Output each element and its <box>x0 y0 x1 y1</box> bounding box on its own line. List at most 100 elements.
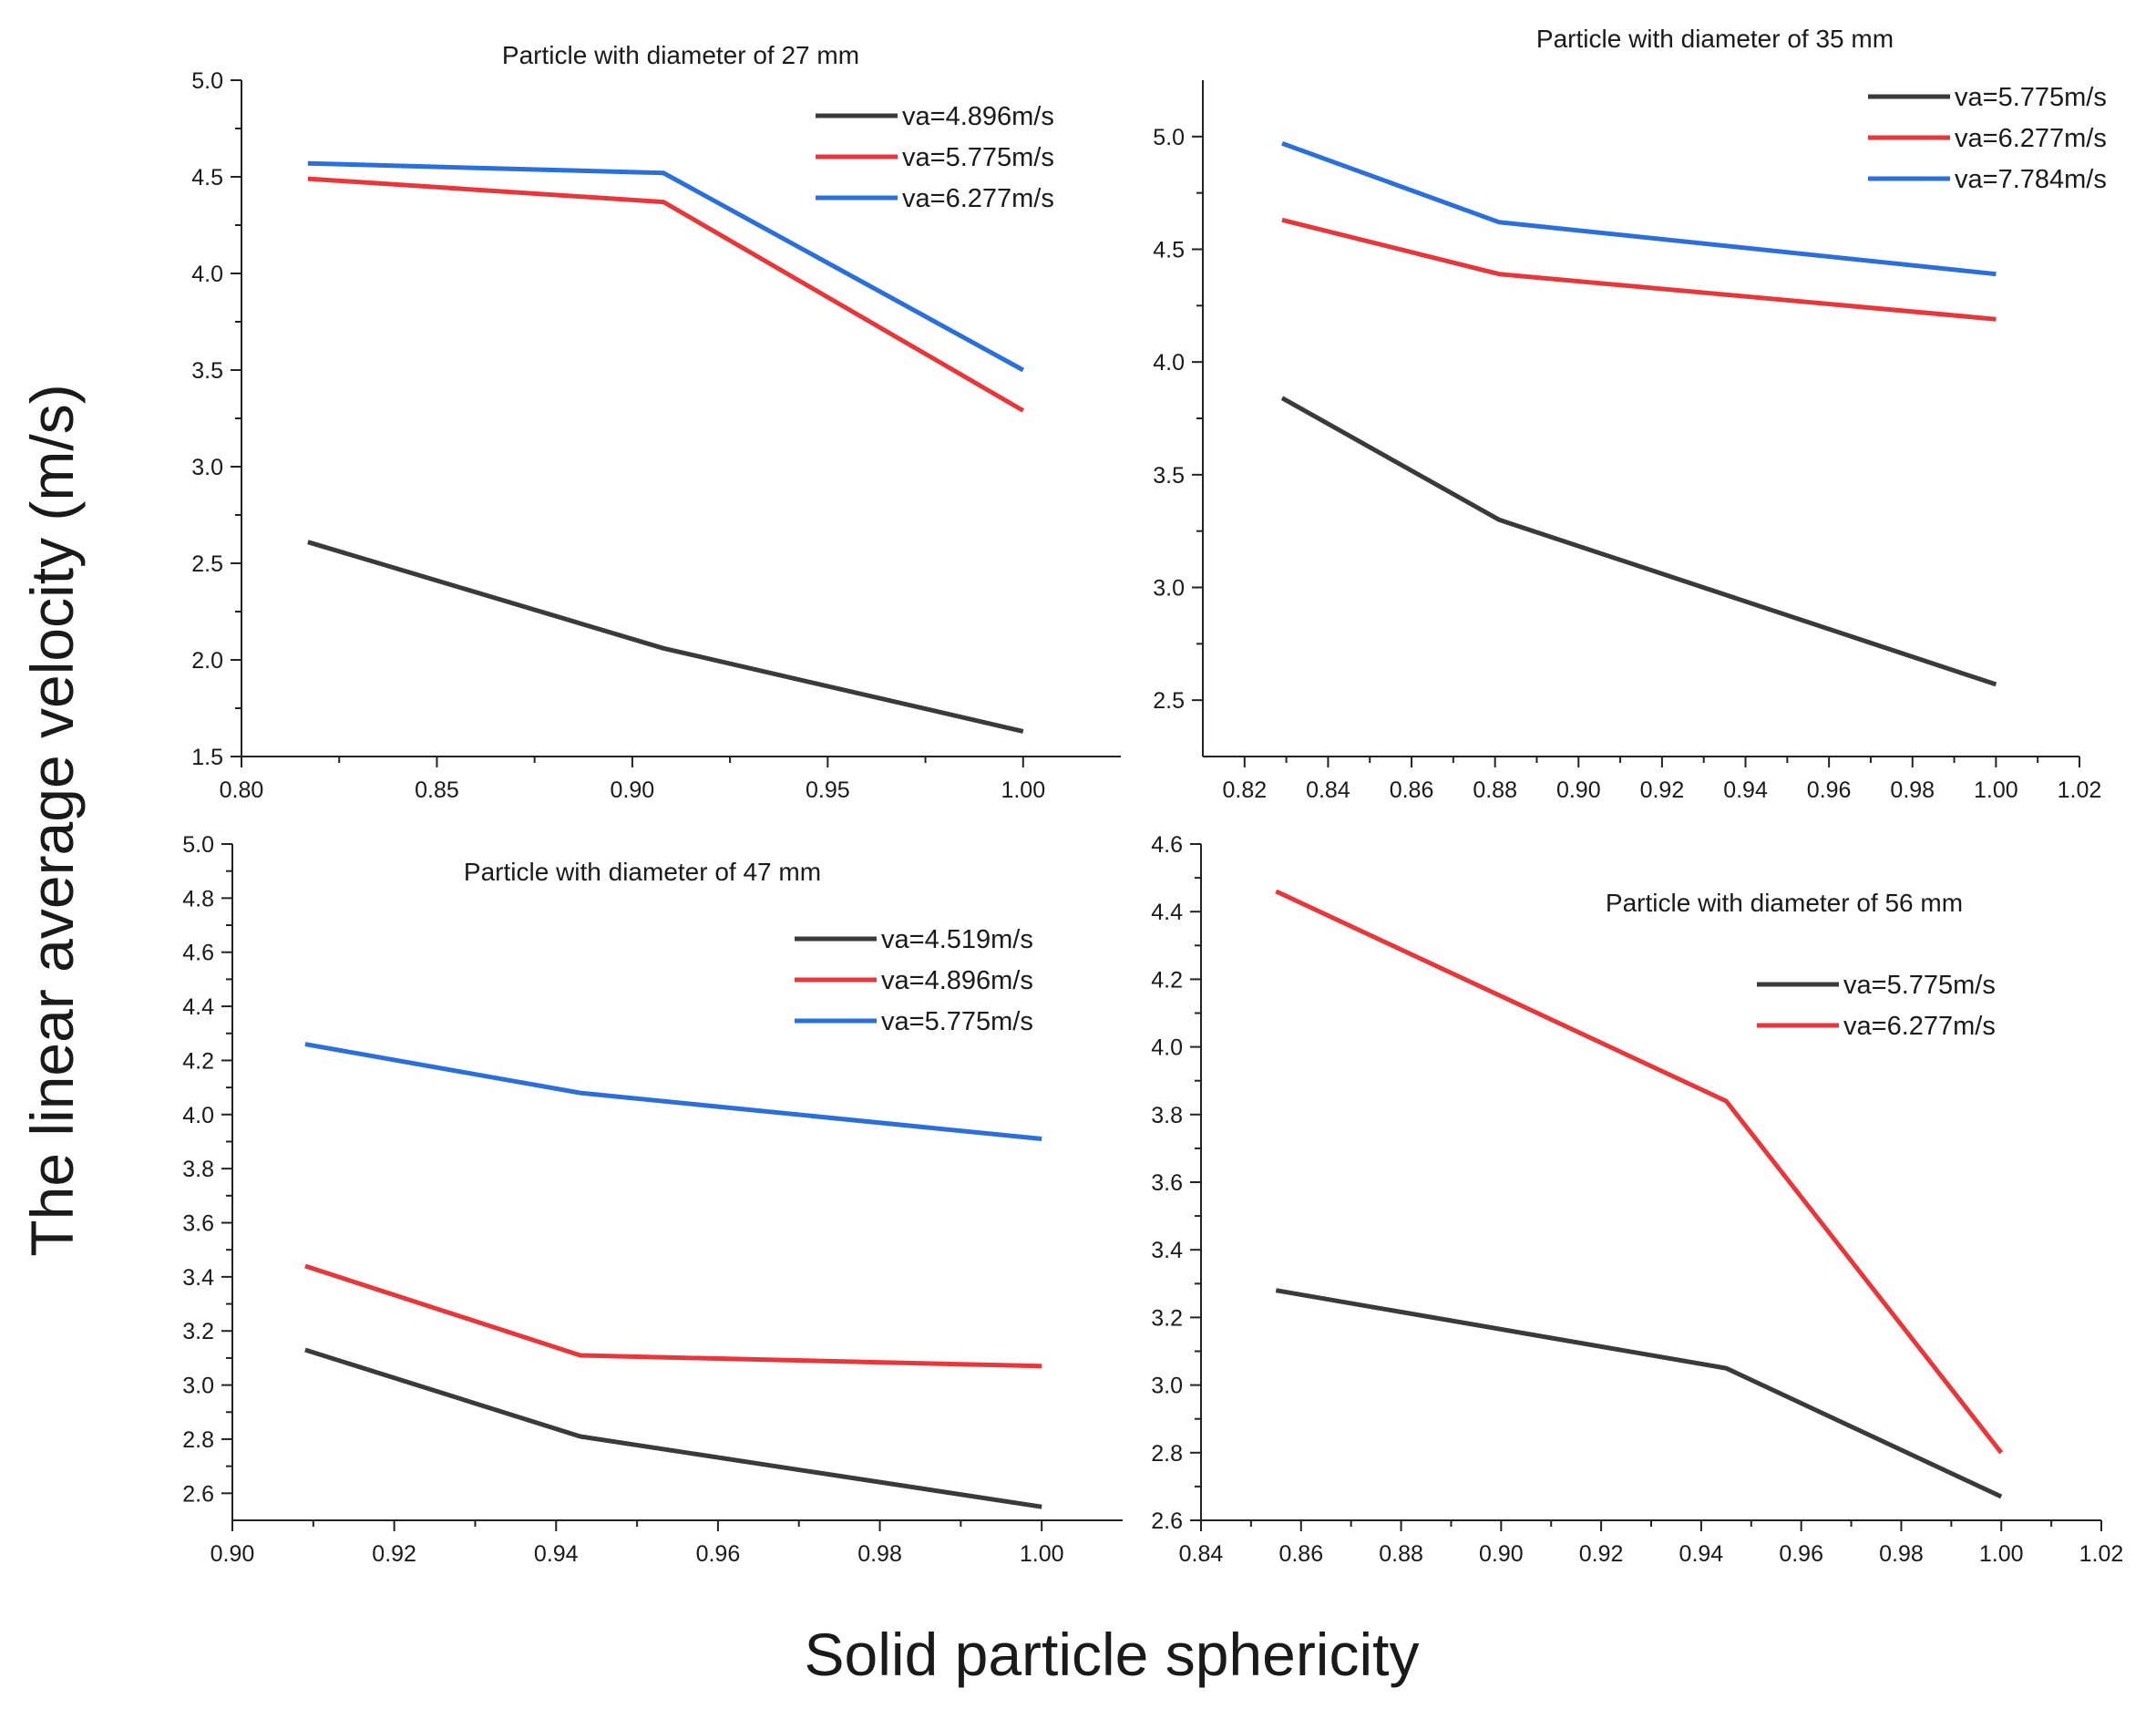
y-tick-label: 3.4 <box>182 1265 214 1291</box>
x-tick-label: 1.02 <box>2079 1541 2124 1567</box>
x-tick-label: 0.82 <box>1222 777 1267 803</box>
y-tick-label: 2.8 <box>1151 1441 1183 1467</box>
y-tick-label: 4.4 <box>1151 900 1183 925</box>
x-tick-label: 0.92 <box>1579 1541 1624 1567</box>
x-tick-label: 0.94 <box>1679 1541 1724 1567</box>
y-tick-label: 4.0 <box>1153 350 1185 376</box>
x-tick-label: 0.96 <box>696 1541 741 1567</box>
y-tick-label: 2.0 <box>191 648 223 674</box>
x-tick-label: 0.85 <box>415 777 459 803</box>
legend-label: va=6.277m/s <box>1843 1012 1996 1041</box>
y-tick-label: 4.5 <box>1153 238 1185 263</box>
y-tick-label: 3.2 <box>182 1319 214 1344</box>
series-line-va-4-896m-s <box>304 1263 1042 1369</box>
legend-label: va=7.784m/s <box>1955 165 2107 194</box>
x-tick-label: 0.84 <box>1179 1541 1224 1567</box>
x-tick-label: 0.80 <box>220 777 264 803</box>
x-tick-label: 1.00 <box>1001 777 1045 803</box>
x-tick-label: 0.88 <box>1379 1541 1423 1567</box>
series-line-va-5-775m-s <box>307 176 1025 413</box>
y-tick-label: 2.6 <box>182 1481 214 1507</box>
x-tick-label: 0.86 <box>1390 777 1434 803</box>
x-tick-label: 0.86 <box>1278 1541 1323 1567</box>
series-line-va-5-775m-s <box>304 1042 1042 1141</box>
x-tick-label: 0.98 <box>1890 777 1935 803</box>
x-tick-label: 0.88 <box>1473 777 1517 803</box>
series-line-va-6-277m-s <box>1281 217 1997 322</box>
panel-title: Particle with diameter of 56 mm <box>1606 889 1963 917</box>
x-tick-label: 1.00 <box>1020 1541 1064 1567</box>
legend-label: va=4.896m/s <box>902 102 1054 131</box>
y-tick-label: 3.4 <box>1151 1238 1183 1263</box>
x-tick-label: 0.95 <box>806 777 850 803</box>
y-tick-label: 4.6 <box>182 941 214 966</box>
x-tick-label: 0.96 <box>1807 777 1852 803</box>
y-tick-label: 3.0 <box>1151 1374 1183 1399</box>
x-tick-label: 0.92 <box>372 1541 416 1567</box>
legend-label: va=5.775m/s <box>902 143 1054 172</box>
legend-label: va=5.775m/s <box>1955 83 2107 112</box>
series-line-va-4-519m-s <box>304 1347 1042 1509</box>
y-tick-label: 2.5 <box>1153 688 1185 714</box>
x-tick-label: 1.02 <box>2058 777 2102 803</box>
y-tick-label: 3.6 <box>182 1211 214 1237</box>
x-axis-title: Solid particle sphericity <box>805 1621 1420 1688</box>
panel-56mm: 0.84 0.86 0.88 0.90 0.92 0.94 0.96 0.98 1.00 1.02… <box>1151 832 2123 1567</box>
series-line-va-4-896m-s <box>307 540 1024 734</box>
y-tick-label: 4.4 <box>182 994 214 1020</box>
legend-label: va=4.519m/s <box>881 925 1033 954</box>
y-tick-label: 4.0 <box>182 1103 214 1128</box>
panel-title: Particle with diameter of 35 mm <box>1536 25 1894 53</box>
series-line-va-6-277m-s <box>1275 889 2004 1455</box>
y-tick-label: 3.8 <box>182 1157 214 1182</box>
y-tick-label: 3.0 <box>1153 576 1185 602</box>
y-tick-label: 2.8 <box>182 1427 214 1453</box>
panel-27mm: 0.80 0.85 0.90 0.95 1.00 1.5 2.0 2.5 3.0 3.5 4.0 4.… <box>191 41 1121 803</box>
x-tick-label: 0.94 <box>534 1541 579 1567</box>
x-tick-label: 0.84 <box>1306 777 1350 803</box>
x-tick-label: 0.98 <box>1879 1541 1924 1567</box>
y-tick-label: 4.2 <box>182 1048 214 1074</box>
y-tick-label: 5.0 <box>182 832 214 858</box>
y-tick-label: 3.6 <box>1151 1170 1183 1196</box>
x-tick-label: 0.94 <box>1723 777 1768 803</box>
y-tick-label: 4.0 <box>191 262 223 287</box>
x-tick-label: 1.00 <box>1979 1541 2024 1567</box>
legend-label: va=5.775m/s <box>881 1007 1033 1036</box>
y-tick-label: 3.8 <box>1151 1103 1183 1128</box>
y-tick-label: 3.5 <box>191 358 223 384</box>
y-tick-label: 4.2 <box>1151 967 1183 993</box>
legend-label: va=6.277m/s <box>902 184 1054 213</box>
y-tick-label: 3.0 <box>191 455 223 480</box>
x-tick-label: 0.90 <box>611 777 655 803</box>
x-tick-label: 0.90 <box>1556 777 1601 803</box>
y-tick-label: 4.8 <box>182 886 214 911</box>
y-tick-label: 3.0 <box>182 1374 214 1399</box>
x-tick-label: 0.92 <box>1640 777 1685 803</box>
panel-title: Particle with diameter of 27 mm <box>502 41 859 69</box>
y-tick-label: 4.6 <box>1151 832 1183 858</box>
series-line-va-6-277m-s <box>307 160 1025 373</box>
x-tick-label: 0.98 <box>857 1541 902 1567</box>
series-line-va-5-775m-s <box>1275 1288 2003 1499</box>
legend-label: va=6.277m/s <box>1955 124 2107 153</box>
x-tick-label: 0.90 <box>1479 1541 1524 1567</box>
y-tick-label: 4.0 <box>1151 1035 1183 1061</box>
y-tick-label: 5.0 <box>191 68 223 94</box>
y-tick-label: 3.5 <box>1153 463 1185 489</box>
x-tick-label: 0.90 <box>210 1541 255 1567</box>
x-tick-label: 0.96 <box>1779 1541 1823 1567</box>
y-tick-label: 2.5 <box>191 551 223 577</box>
y-axis-title: The linear average velocity (m/s) <box>18 384 86 1256</box>
y-tick-label: 3.2 <box>1151 1305 1183 1331</box>
y-tick-label: 5.0 <box>1153 125 1185 150</box>
legend-label: va=4.896m/s <box>881 966 1033 995</box>
series-line-va-7-784m-s <box>1281 140 1997 277</box>
y-tick-label: 1.5 <box>191 745 223 770</box>
legend-label: va=5.775m/s <box>1843 971 1996 1000</box>
panel-35mm: 0.82 0.84 0.86 0.88 0.90 0.92 0.94 0.96 0.98 1.00… <box>1153 25 2107 803</box>
panel-47mm: 0.90 0.92 0.94 0.96 0.98 1.00 2.6 2.8 3.0 3.2 3.4 3… <box>182 832 1123 1567</box>
series-line-va-5-775m-s <box>1280 396 1997 687</box>
y-tick-label: 2.6 <box>1151 1508 1183 1534</box>
